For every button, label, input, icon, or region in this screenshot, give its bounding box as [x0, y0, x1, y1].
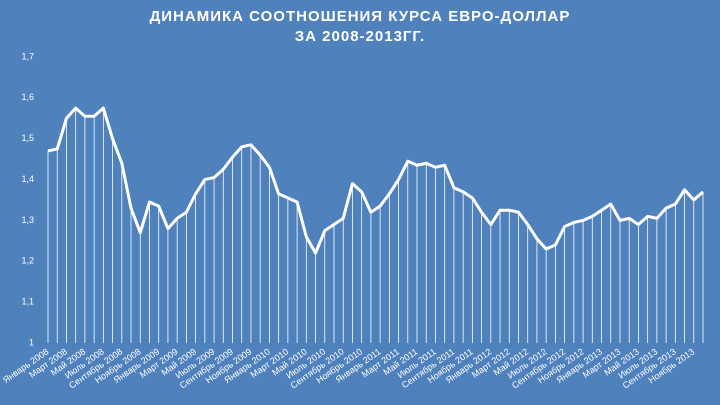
- y-tick-label: 1,2: [21, 256, 34, 266]
- y-tick-label: 1,1: [21, 297, 34, 307]
- y-tick-label: 1,3: [21, 215, 34, 225]
- chart-subtitle: ЗА 2008-2013ГГ.: [295, 28, 425, 45]
- y-tick-label: 1,7: [21, 51, 34, 61]
- data-line: [47, 106, 704, 255]
- y-tick-label: 1,5: [21, 133, 34, 143]
- chart-title: ДИНАМИКА СООТНОШЕНИЯ КУРСА ЕВРО-ДОЛЛАР: [150, 8, 571, 25]
- y-tick-label: 1,4: [21, 174, 34, 184]
- y-tick-label: 1,6: [21, 92, 34, 102]
- y-tick-label: 1: [29, 337, 34, 347]
